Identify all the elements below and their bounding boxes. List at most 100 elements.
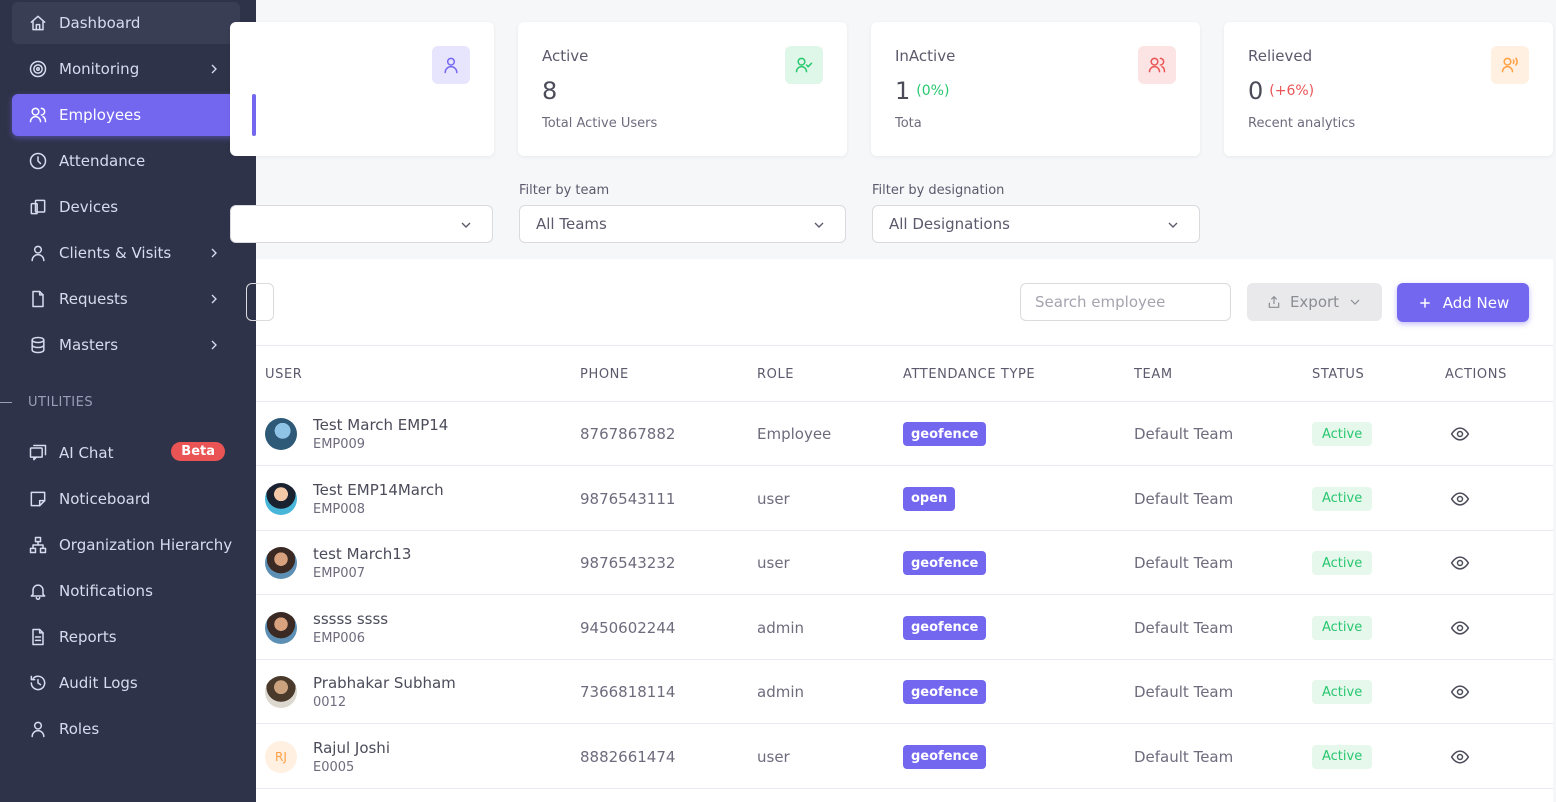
attendance-type-badge: geofence <box>903 680 987 704</box>
sidebar-item-reports[interactable]: Reports <box>12 616 240 658</box>
table-row: Test EMP14March EMP008 9876543111 user open D… <box>256 467 1553 531</box>
sidebar-item-label: Roles <box>59 720 100 738</box>
column-header-team[interactable]: TEAM <box>1134 367 1173 382</box>
sidebar-item-label: AI Chat <box>59 444 114 462</box>
report-icon <box>28 627 48 647</box>
sidebar-item-masters[interactable]: Masters <box>12 324 240 366</box>
user-code: EMP006 <box>313 630 366 646</box>
chevron-right-icon <box>206 291 222 311</box>
table-header: USER PHONE ROLE ATTENDANCE TYPE TEAM STA… <box>256 345 1553 402</box>
stat-subtitle: Tota <box>895 116 922 131</box>
phone-cell: 7366818114 <box>580 683 676 701</box>
target-icon <box>28 59 48 79</box>
sidebar-item-requests[interactable]: Requests <box>12 278 240 320</box>
chevron-down-icon <box>1165 217 1181 237</box>
column-header-role[interactable]: ROLE <box>757 367 795 382</box>
add-new-button[interactable]: Add New <box>1397 283 1529 322</box>
team-cell: Default Team <box>1134 747 1234 766</box>
users-icon <box>28 105 48 125</box>
avatar <box>265 482 297 515</box>
page-size-select[interactable] <box>246 283 274 321</box>
stat-title: InActive <box>895 47 956 65</box>
chevron-right-icon <box>206 61 222 81</box>
role-cell: admin <box>757 683 804 701</box>
file-icon <box>28 289 48 309</box>
column-header-status[interactable]: STATUS <box>1312 367 1365 382</box>
sidebar-item-attendance[interactable]: Attendance <box>12 140 240 182</box>
stat-title: Active <box>542 47 589 65</box>
team-cell: Default Team <box>1134 618 1234 637</box>
column-header-phone[interactable]: PHONE <box>580 367 629 382</box>
user-name[interactable]: Prabhakar Subham <box>313 674 456 692</box>
team-filter-label: Filter by team <box>519 183 610 198</box>
table-row: RJ Rajul Joshi E0005 8882661474 user geofence… <box>256 725 1553 789</box>
view-icon[interactable] <box>1450 747 1470 771</box>
view-icon[interactable] <box>1450 489 1470 513</box>
view-icon[interactable] <box>1450 553 1470 577</box>
phone-cell: 9876543232 <box>580 554 676 572</box>
view-icon[interactable] <box>1450 424 1470 448</box>
sidebar-item-organization-hierarchy[interactable]: Organization Hierarchy <box>12 524 240 566</box>
team-cell: Default Team <box>1134 425 1234 443</box>
status-filter-select[interactable] <box>230 205 493 243</box>
sidebar-item-roles[interactable]: Roles <box>12 708 240 750</box>
sidebar-item-label: Requests <box>59 290 128 308</box>
team-filter-select[interactable]: All Teams <box>519 205 846 243</box>
sidebar-item-monitoring[interactable]: Monitoring <box>12 48 240 90</box>
stat-card-inactive: InActive 1 (0%) Tota <box>871 22 1200 156</box>
column-header-attendance-type[interactable]: ATTENDANCE TYPE <box>903 367 1036 382</box>
phone-cell: 9450602244 <box>580 618 676 637</box>
sidebar-item-dashboard[interactable]: Dashboard <box>12 2 240 44</box>
team-filter-value: All Teams <box>536 215 607 233</box>
stat-title: Relieved <box>1248 47 1313 65</box>
sidebar-item-employees[interactable]: Employees <box>12 94 240 136</box>
column-header-user[interactable]: USER <box>265 367 303 382</box>
search-input[interactable] <box>1020 283 1231 321</box>
sidebar-item-ai-chat[interactable]: AI Chat Beta <box>12 432 240 474</box>
sidebar: Dashboard Monitoring Employees Attendanc… <box>0 0 256 802</box>
sidebar-item-label: Notifications <box>59 582 153 600</box>
sidebar-item-devices[interactable]: Devices <box>12 186 240 228</box>
user-code: EMP008 <box>313 501 366 517</box>
beta-badge: Beta <box>171 442 225 461</box>
employee-table-panel: Export Add New USER PHONE ROLE ATTENDANC… <box>246 259 1553 802</box>
team-cell: Default Team <box>1134 683 1234 701</box>
view-icon[interactable] <box>1450 682 1470 706</box>
role-cell: user <box>757 554 790 572</box>
devices-icon <box>28 197 48 217</box>
user-icon <box>432 46 470 84</box>
status-badge: Active <box>1312 551 1373 575</box>
history-icon <box>28 673 48 693</box>
attendance-type-badge: geofence <box>903 551 987 575</box>
avatar <box>265 418 297 450</box>
role-cell: admin <box>757 618 804 637</box>
view-icon[interactable] <box>1450 618 1470 642</box>
avatar <box>265 547 297 579</box>
status-badge: Active <box>1312 422 1373 446</box>
role-cell: user <box>757 747 790 766</box>
export-button[interactable]: Export <box>1247 283 1382 321</box>
designation-filter-select[interactable]: All Designations <box>872 205 1200 243</box>
sidebar-item-label: Dashboard <box>59 14 141 32</box>
team-cell: Default Team <box>1134 554 1234 572</box>
user-name[interactable]: Rajul Joshi <box>313 738 390 757</box>
stat-subtitle: Recent analytics <box>1248 116 1356 131</box>
stat-value: 1 (0%) <box>895 77 950 105</box>
sidebar-item-clients-visits[interactable]: Clients & Visits <box>12 232 240 274</box>
user-name[interactable]: sssss ssss <box>313 609 389 628</box>
user-name[interactable]: test March13 <box>313 545 412 563</box>
user-name[interactable]: Test March EMP14 <box>313 416 449 434</box>
add-new-label: Add New <box>1442 293 1510 312</box>
sidebar-item-notifications[interactable]: Notifications <box>12 570 240 612</box>
table-row: Prabhakar Subham 0012 7366818114 admin geofe… <box>256 660 1553 724</box>
sidebar-item-label: Reports <box>59 628 117 646</box>
section-divider <box>0 402 12 403</box>
user-check-icon <box>785 46 823 84</box>
user-code: 0012 <box>313 695 347 710</box>
status-badge: Active <box>1312 486 1373 511</box>
sidebar-item-label: Organization Hierarchy <box>59 536 233 554</box>
sidebar-item-audit-logs[interactable]: Audit Logs <box>12 662 240 704</box>
bell-icon <box>28 581 48 601</box>
user-name[interactable]: Test EMP14March <box>313 480 444 499</box>
sidebar-item-noticeboard[interactable]: Noticeboard <box>12 478 240 520</box>
